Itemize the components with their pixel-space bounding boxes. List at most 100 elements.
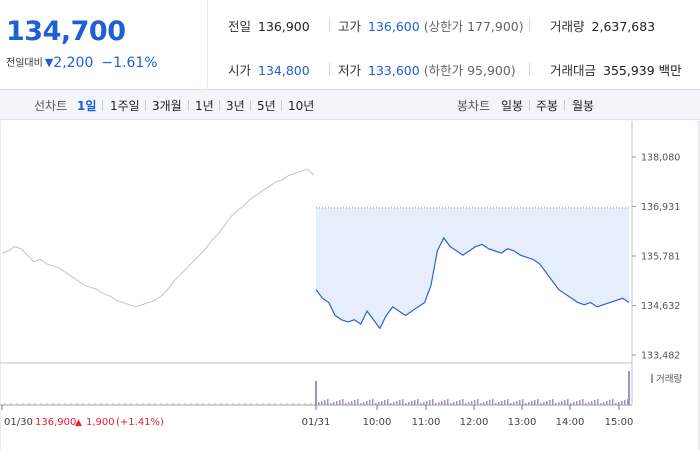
- stat-label: 거래대금: [550, 63, 597, 78]
- volume-bar: [363, 402, 365, 405]
- volume-bar: [46, 403, 48, 405]
- volume-bar: [426, 401, 428, 405]
- volume-bar: [232, 403, 234, 405]
- volume-bar: [564, 400, 566, 405]
- separator: [529, 100, 530, 111]
- separator: [145, 100, 146, 111]
- stock-summary-header: 134,700 전일대비 ▼2,200 −1.61% 전일 136,900 고가 136…: [0, 0, 700, 90]
- period-3m[interactable]: 3개월: [152, 99, 182, 113]
- volume-bar: [549, 400, 551, 405]
- volume-bar: [618, 402, 620, 405]
- volume-bar: [333, 402, 335, 405]
- stat-amount: 거래대금 355,939 백만: [550, 60, 682, 79]
- x-tick-label: 13:00: [508, 417, 537, 428]
- separator: [250, 100, 251, 111]
- volume-bar: [10, 403, 12, 405]
- volume-bar: [52, 403, 54, 405]
- volume-bar: [220, 403, 222, 405]
- volume-bar: [471, 401, 473, 405]
- volume-bar: [489, 400, 491, 405]
- stat-value: 134,800: [258, 63, 310, 78]
- volume-bar: [381, 401, 383, 405]
- volume-bar: [480, 403, 482, 405]
- divider: [529, 18, 530, 32]
- volume-bar: [453, 402, 455, 405]
- prev-day-pct: (+1.41%): [116, 417, 164, 428]
- volume-bar: [534, 400, 536, 405]
- price-chart[interactable]: 138,080 136,931 135,781 134,632 133,482 01/3…: [0, 121, 700, 450]
- volume-bar: [76, 403, 78, 405]
- candle-weekly[interactable]: 주봉: [536, 99, 559, 113]
- volume-bar: [214, 403, 216, 405]
- volume-bar: [567, 399, 569, 405]
- y-tick-label: 136,931: [641, 202, 680, 213]
- volume-bar: [70, 403, 72, 405]
- period-10y[interactable]: 10년: [288, 99, 315, 113]
- period-3y[interactable]: 3년: [226, 99, 245, 113]
- volume-bar: [624, 400, 626, 405]
- volume-bar: [324, 400, 326, 405]
- y-tick-label: 135,781: [641, 252, 680, 263]
- volume-bar: [208, 403, 210, 405]
- volume-bar: [576, 401, 578, 405]
- volume-bar: [546, 401, 548, 405]
- volume-bar: [286, 403, 288, 405]
- volume-bar: [531, 401, 533, 405]
- volume-bar: [318, 402, 320, 405]
- line-layer: [1, 168, 630, 330]
- volume-bar: [588, 402, 590, 405]
- volume-bar: [603, 402, 605, 405]
- stat-sub: (하한가 95,900): [423, 63, 516, 78]
- volume-legend: 거래량: [656, 373, 682, 385]
- y-tick-layer: 138,080 136,931 135,781 134,632 133,482: [632, 153, 680, 362]
- volume-bar: [292, 403, 294, 405]
- volume-bar: [327, 399, 329, 405]
- volume-bar: [336, 401, 338, 405]
- volume-bar: [438, 402, 440, 405]
- volume-bar: [597, 399, 599, 405]
- volume-bar: [342, 399, 344, 405]
- stat-sub: (상한가 177,900): [423, 19, 524, 34]
- volume-bar: [552, 399, 554, 405]
- volume-bar: [628, 371, 630, 405]
- volume-bar: [357, 399, 359, 405]
- period-1w[interactable]: 1주일: [110, 99, 140, 113]
- volume-bar: [16, 403, 18, 405]
- x-tick-label: 01/31: [302, 417, 331, 428]
- volume-bar: [594, 400, 596, 405]
- volume-bar: [540, 403, 542, 405]
- period-1y[interactable]: 1년: [195, 99, 214, 113]
- volume-bar: [268, 403, 270, 405]
- down-triangle-icon: ▼: [44, 56, 54, 69]
- volume-bar: [621, 401, 623, 405]
- volume-bar: [82, 403, 84, 405]
- volume-bar: [315, 381, 317, 405]
- volume-bar: [492, 399, 494, 405]
- volume-bar: [483, 402, 485, 405]
- volume-bar: [459, 400, 461, 405]
- stat-value: 136,600: [368, 19, 420, 34]
- divider: [329, 62, 330, 76]
- period-1d[interactable]: 1일: [77, 99, 97, 113]
- volume-bar: [384, 400, 386, 405]
- volume-bar: [498, 402, 500, 405]
- volume-bar: [396, 401, 398, 405]
- volume-bar: [40, 403, 42, 405]
- volume-bar: [345, 403, 347, 405]
- volume-bar: [405, 403, 407, 405]
- candle-monthly[interactable]: 월봉: [572, 99, 595, 113]
- volume-bar: [555, 403, 557, 405]
- divider: [329, 18, 330, 32]
- x-tick-label: 14:00: [556, 417, 585, 428]
- volume-bar: [477, 399, 479, 405]
- volume-legend-swatch: [651, 374, 653, 383]
- volume-bar: [543, 402, 545, 405]
- period-5y[interactable]: 5년: [257, 99, 276, 113]
- today-price-line: [315, 236, 630, 330]
- stat-volume: 거래량 2,637,683: [550, 16, 655, 35]
- y-tick-label: 138,080: [641, 153, 680, 164]
- volume-bar: [609, 400, 611, 405]
- volume-bar: [423, 402, 425, 405]
- candle-daily[interactable]: 일봉: [501, 99, 524, 113]
- separator: [188, 100, 189, 111]
